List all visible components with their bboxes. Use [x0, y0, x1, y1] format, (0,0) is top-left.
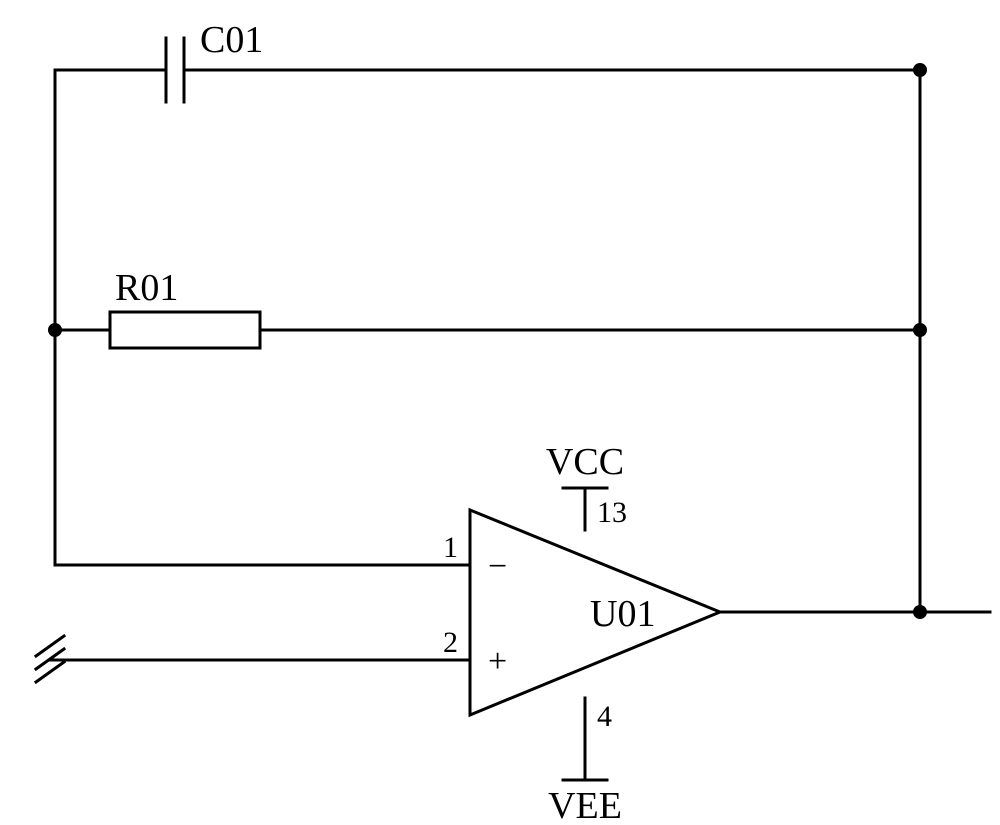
node-dot-3	[913, 605, 927, 619]
node-dot-1	[913, 63, 927, 77]
capacitor-label: C01	[200, 19, 263, 61]
vcc-label: VCC	[546, 441, 624, 483]
opamp-pin-inverting: 1	[443, 531, 458, 564]
vee-label: VEE	[548, 785, 622, 825]
opamp-pin-noninverting: 2	[443, 626, 458, 659]
node-dot-2	[913, 323, 927, 337]
opamp-pin-vee: 4	[597, 700, 612, 733]
opamp-plus-sign: +	[488, 643, 507, 680]
resistor-body	[110, 312, 260, 348]
opamp-minus-sign: −	[488, 548, 507, 585]
opamp-pin-vcc: 13	[597, 496, 627, 529]
opamp-label: U01	[590, 593, 655, 635]
resistor-label: R01	[115, 267, 178, 309]
node-dot-0	[48, 323, 62, 337]
